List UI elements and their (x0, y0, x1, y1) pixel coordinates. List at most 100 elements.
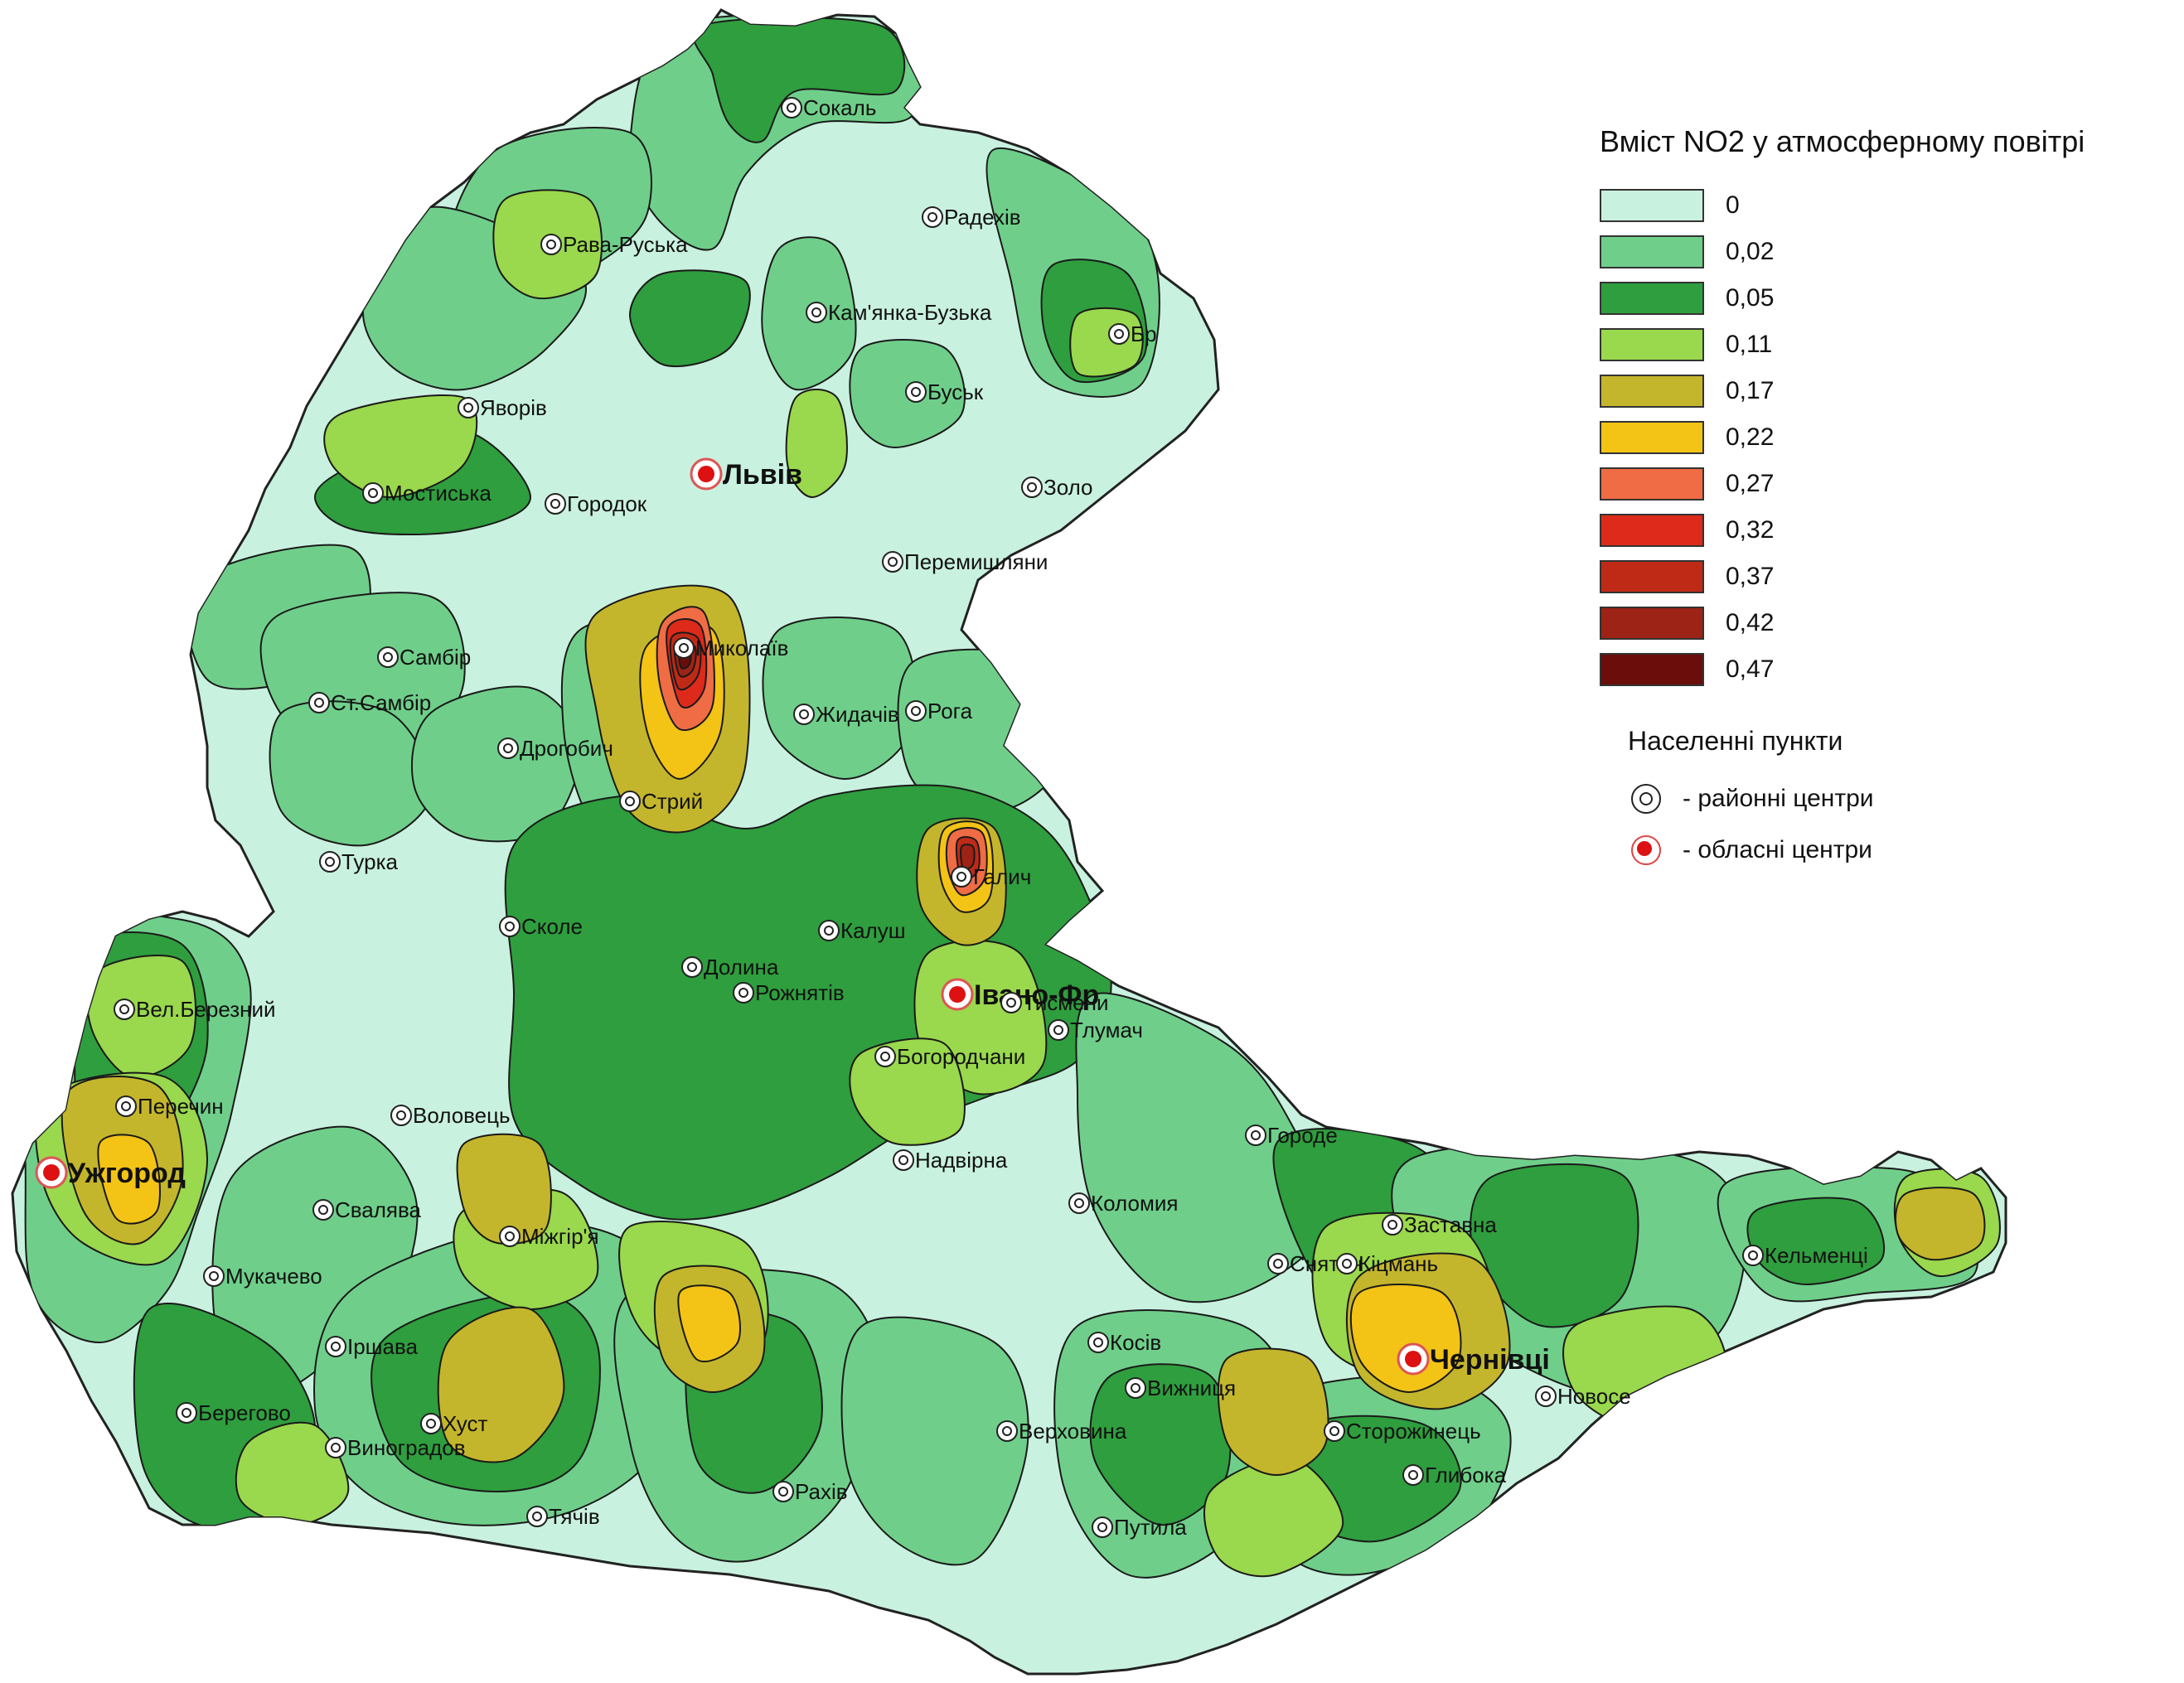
district-center-icon (1108, 323, 1130, 345)
oblast-center: Ужгород (35, 1156, 186, 1189)
city-label: Перечин (138, 1094, 224, 1119)
district-center-ring (888, 557, 898, 567)
district-center-icon (893, 1149, 914, 1171)
concentration-zone (628, 269, 751, 368)
district-center-icon (325, 1336, 346, 1357)
city-label: Галич (973, 864, 1031, 889)
district-center: Ст.Самбір (308, 690, 431, 715)
district-center-ring (1748, 1250, 1758, 1260)
city-label: Турка (341, 849, 399, 874)
city-label: Глибока (1425, 1463, 1507, 1487)
district-center-ring (503, 743, 513, 753)
concentration-zone (762, 617, 918, 781)
settlements-title: Населенні пункти (1628, 726, 1843, 756)
legend-swatch (1600, 375, 1704, 408)
district-center-icon (1068, 1192, 1090, 1214)
legend-swatch (1600, 421, 1704, 454)
district-center-ring (1027, 482, 1037, 492)
city-label: Івано-Фр (974, 979, 1099, 1011)
district-center-ring (182, 1408, 191, 1418)
legend-symbol-row: - районні центри (1600, 773, 2180, 825)
city-label: Самбір (400, 645, 471, 670)
district-center-ring (824, 926, 834, 936)
oblast-center-icon (1631, 835, 1661, 865)
city-label: Заставна (1404, 1212, 1497, 1237)
city-label: Міжгір'я (521, 1224, 599, 1249)
district-center-ring (811, 307, 821, 317)
oblast-center-dot (949, 986, 966, 1003)
district-center: Надвірна (893, 1148, 1008, 1173)
legend-swatch (1600, 282, 1704, 315)
city-label: Стрий (642, 789, 703, 814)
district-center: Турка (319, 849, 399, 874)
city-label: Бр (1131, 322, 1157, 346)
city-label: Кельменці (1765, 1243, 1868, 1268)
district-center: Сокаль (781, 95, 876, 120)
legend-title: Вміст NO2 у атмосферному повітрі (1600, 124, 2085, 158)
city-label: Городе (1267, 1123, 1338, 1148)
district-center-ring (1093, 1337, 1103, 1347)
concentration-zone (86, 955, 197, 1079)
district-center-ring (625, 796, 635, 806)
legend-row: 0,37 (1600, 554, 2180, 600)
district-center: Калуш (818, 918, 906, 943)
district-center: Міжгір'я (499, 1224, 599, 1249)
concentration-zone (456, 1133, 552, 1245)
district-center-ring (463, 403, 473, 413)
city-label: Верховина (1019, 1419, 1127, 1444)
concentration-zone (1349, 1284, 1462, 1394)
city-label: Тисмени (1023, 990, 1108, 1015)
district-center-icon (458, 397, 479, 418)
district-center-ring (927, 212, 937, 222)
district-center-icon (319, 851, 341, 873)
city-label: Яворів (480, 395, 547, 420)
concentration-zone (323, 394, 478, 499)
city-label: Сколе (521, 914, 583, 939)
district-center: Кам'янка-Бузька (806, 300, 992, 325)
concentration-zone (1075, 992, 1329, 1303)
city-label: Коломия (1091, 1191, 1178, 1216)
district-center: Іршава (325, 1334, 419, 1359)
city-label: Вижниця (1147, 1376, 1236, 1400)
district-center-ring (1074, 1198, 1084, 1208)
district-center: Буськ (905, 380, 984, 404)
district-center-ring (1541, 1391, 1551, 1401)
district-center-icon (772, 1481, 794, 1502)
oblast-center-dot (1405, 1351, 1421, 1367)
concentration-zone (692, 17, 906, 143)
oblast-center: Чернівці (1397, 1342, 1550, 1376)
legend-swatch (1600, 189, 1704, 222)
legend-row: 0,17 (1600, 368, 2180, 414)
district-center-ring (325, 857, 335, 867)
district-center-ring (679, 643, 689, 653)
district-center-icon (308, 692, 330, 713)
district-center: Мукачево (203, 1264, 322, 1289)
city-label: Кам'янка-Бузька (828, 300, 992, 325)
district-center-ring (1408, 1470, 1418, 1480)
district-center-icon (733, 982, 754, 1004)
district-center-icon (673, 637, 695, 659)
district-center: Бр (1108, 322, 1157, 346)
district-center-ring (738, 988, 748, 998)
district-center: Заставна (1382, 1212, 1497, 1237)
legend-row: 0,22 (1600, 414, 2180, 461)
city-label: Іршава (347, 1334, 419, 1359)
district-center: Свалява (312, 1197, 422, 1222)
district-center: Городок (545, 491, 647, 516)
legend-value: 0,11 (1726, 331, 1773, 358)
district-center-icon (1324, 1420, 1345, 1442)
legend-value: 0,22 (1726, 423, 1775, 451)
district-center-ring (331, 1443, 341, 1453)
district-center-icon (1048, 1019, 1069, 1041)
concentration-zone (960, 844, 976, 871)
district-center: Рога (905, 699, 973, 723)
district-center-icon (996, 1420, 1018, 1442)
city-label: Надвірна (915, 1148, 1008, 1173)
district-center-ring (426, 1419, 436, 1429)
district-center-icon (1092, 1516, 1113, 1538)
legend-symbol-row: - обласні центри (1600, 825, 2180, 876)
district-center: Золо (1021, 475, 1093, 500)
district-center-icon (1267, 1253, 1289, 1274)
district-center-icon (1742, 1245, 1764, 1266)
